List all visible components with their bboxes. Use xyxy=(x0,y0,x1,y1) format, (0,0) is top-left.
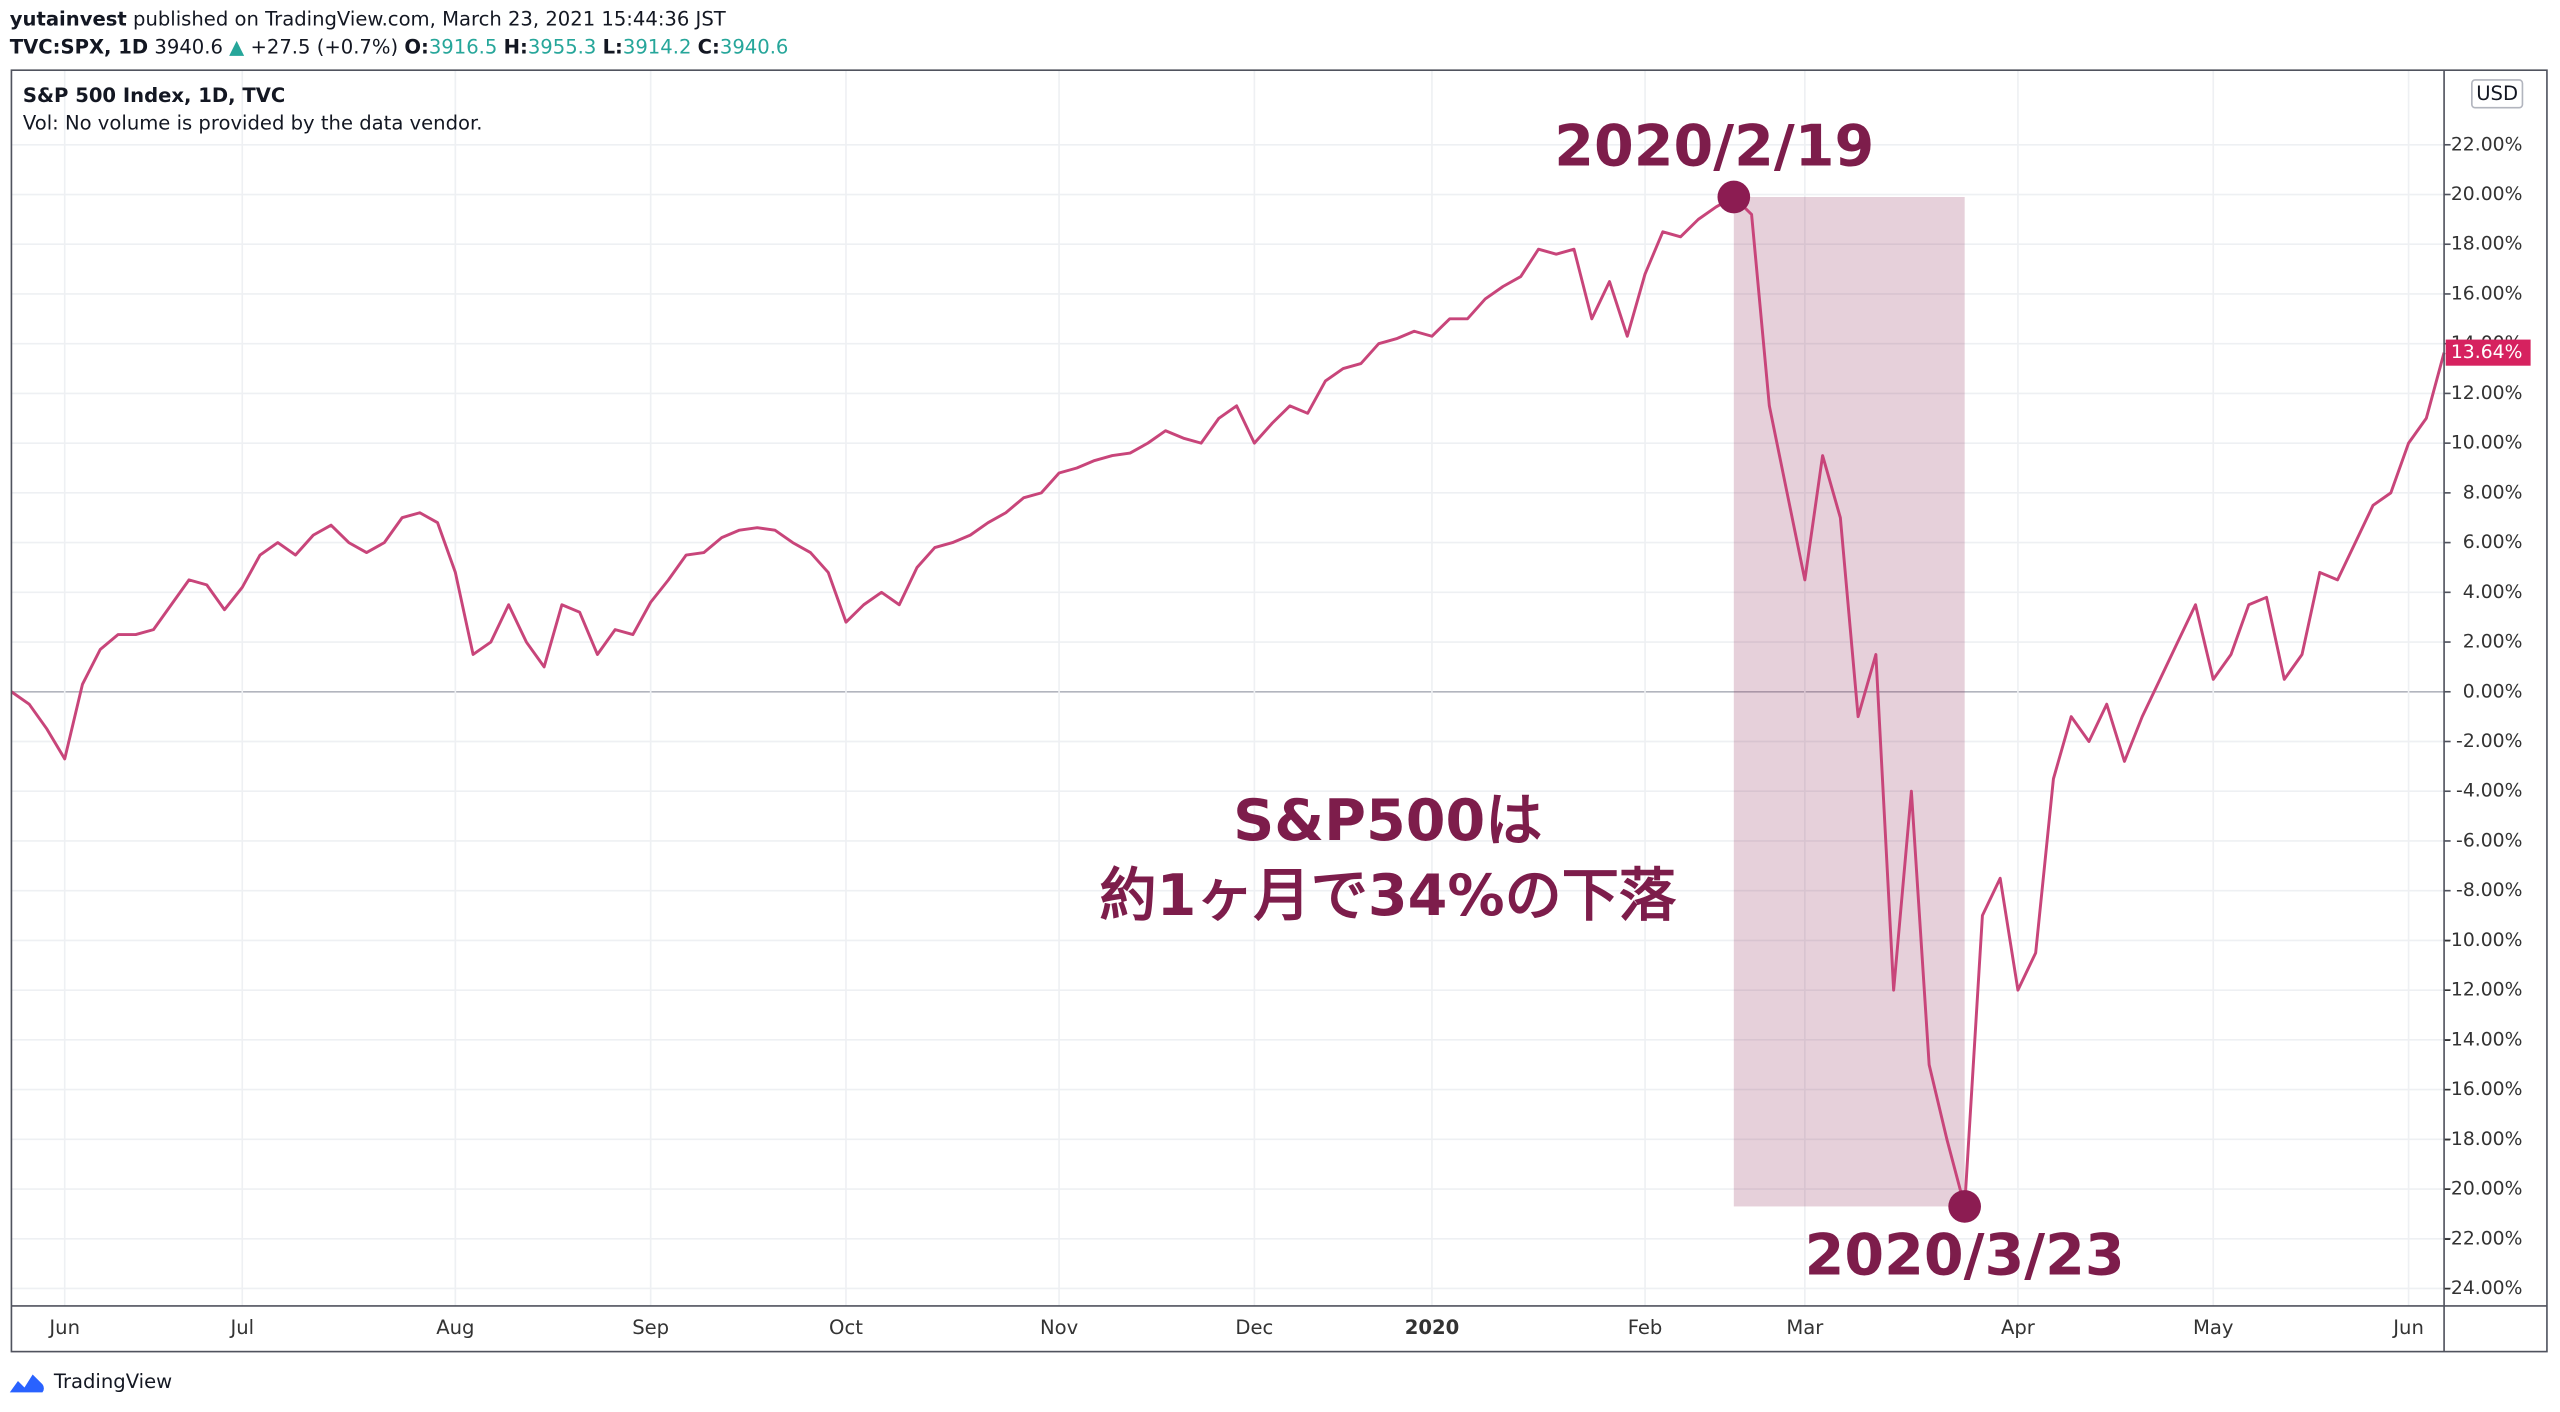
y-tick-label: -24.00% xyxy=(2444,1278,2522,1299)
x-tick-label: Jun xyxy=(2391,1316,2424,1339)
y-tick-label: -4.00% xyxy=(2456,781,2522,802)
footer-brand: TradingView xyxy=(53,1370,172,1393)
x-tick-label: May xyxy=(2193,1316,2233,1339)
low: 3914.2 xyxy=(623,35,692,58)
y-tick-label: -22.00% xyxy=(2444,1228,2522,1249)
last: 3940.6 xyxy=(154,35,223,58)
c-label: C: xyxy=(698,35,720,58)
o-label: O: xyxy=(404,35,428,58)
currency: USD xyxy=(2476,82,2518,105)
header-line-2: TVC:SPX, 1D 3940.6 ▲ +27.5 (+0.7%) O:391… xyxy=(10,35,789,58)
header-line-1: yutainvest published on TradingView.com,… xyxy=(10,7,727,30)
symbol: TVC:SPX, 1D xyxy=(10,35,148,58)
trough-label: 2020/3/23 xyxy=(1805,1222,2125,1288)
y-tick-label: -18.00% xyxy=(2444,1129,2522,1150)
y-tick-label: -10.00% xyxy=(2444,930,2522,951)
note: S&P500は xyxy=(1233,788,1542,854)
drawdown-region xyxy=(1733,196,1965,1207)
y-tick-label: -14.00% xyxy=(2444,1029,2522,1050)
y-tick-label: -20.00% xyxy=(2444,1179,2522,1200)
x-tick-label: Aug xyxy=(436,1316,474,1339)
legend: S&P 500 Index, 1D, TVC xyxy=(23,84,285,107)
peak-marker xyxy=(1717,180,1751,214)
y-tick-label: 16.00% xyxy=(2451,283,2523,304)
y-tick-label: 0.00% xyxy=(2463,681,2523,702)
x-tick-label: 2020 xyxy=(1405,1316,1460,1339)
x-tick-label: Dec xyxy=(1235,1316,1273,1339)
x-tick-label: Jun xyxy=(47,1316,80,1339)
x-tick-label: Nov xyxy=(1040,1316,1078,1339)
line xyxy=(10,195,2446,1208)
price-tag-label: 13.64% xyxy=(2451,342,2523,363)
y-tick-label: -2.00% xyxy=(2456,731,2522,752)
y-tick-label: 12.00% xyxy=(2451,383,2523,404)
currency-box xyxy=(2471,79,2524,109)
close: 3940.6 xyxy=(720,35,789,58)
logo xyxy=(9,1374,44,1393)
x-tick-label: Feb xyxy=(1628,1316,1663,1339)
y-tick-label: 8.00% xyxy=(2463,482,2523,503)
y-tick-label: -6.00% xyxy=(2456,830,2522,851)
y-tick-label: -8.00% xyxy=(2456,880,2522,901)
y-tick-label: 4.00% xyxy=(2463,582,2523,603)
marks xyxy=(10,180,2446,1223)
x-tick-label: Apr xyxy=(2001,1316,2036,1339)
change: +27.5 (+0.7%) xyxy=(250,35,398,58)
l-label: L: xyxy=(603,35,623,58)
arrow: ▲ xyxy=(229,35,244,58)
y-tick-label: 20.00% xyxy=(2451,184,2523,205)
note: 約1ヶ月で34%の下落 xyxy=(1100,863,1677,929)
x-tick-label: Jul xyxy=(228,1316,254,1339)
h-label: H: xyxy=(504,35,528,58)
y-tick-label: 22.00% xyxy=(2451,134,2523,155)
y-tick-label: 10.00% xyxy=(2451,433,2523,454)
grid xyxy=(11,70,2445,1306)
subtitle: Vol: No volume is provided by the data v… xyxy=(23,112,483,135)
frame xyxy=(10,69,2548,1353)
trough-marker xyxy=(1948,1190,1981,1223)
x-tick-label: Oct xyxy=(829,1316,863,1339)
y-tick-label: 18.00% xyxy=(2451,234,2523,255)
published: published on TradingView.com, March 23, … xyxy=(133,7,727,30)
high: 3955.3 xyxy=(528,35,597,58)
x-tick-label: Sep xyxy=(632,1316,669,1339)
price-tag xyxy=(2445,339,2531,366)
y-tick-label: 6.00% xyxy=(2463,532,2523,553)
peak-label: 2020/2/19 xyxy=(1554,113,1874,179)
x-tick-label: Mar xyxy=(1786,1316,1824,1339)
open: 3916.5 xyxy=(429,35,498,58)
y-tick-label: 2.00% xyxy=(2463,632,2523,653)
publisher: yutainvest xyxy=(10,7,127,30)
y-tick-label: -12.00% xyxy=(2444,980,2522,1001)
y-tick-label: -16.00% xyxy=(2444,1079,2522,1100)
